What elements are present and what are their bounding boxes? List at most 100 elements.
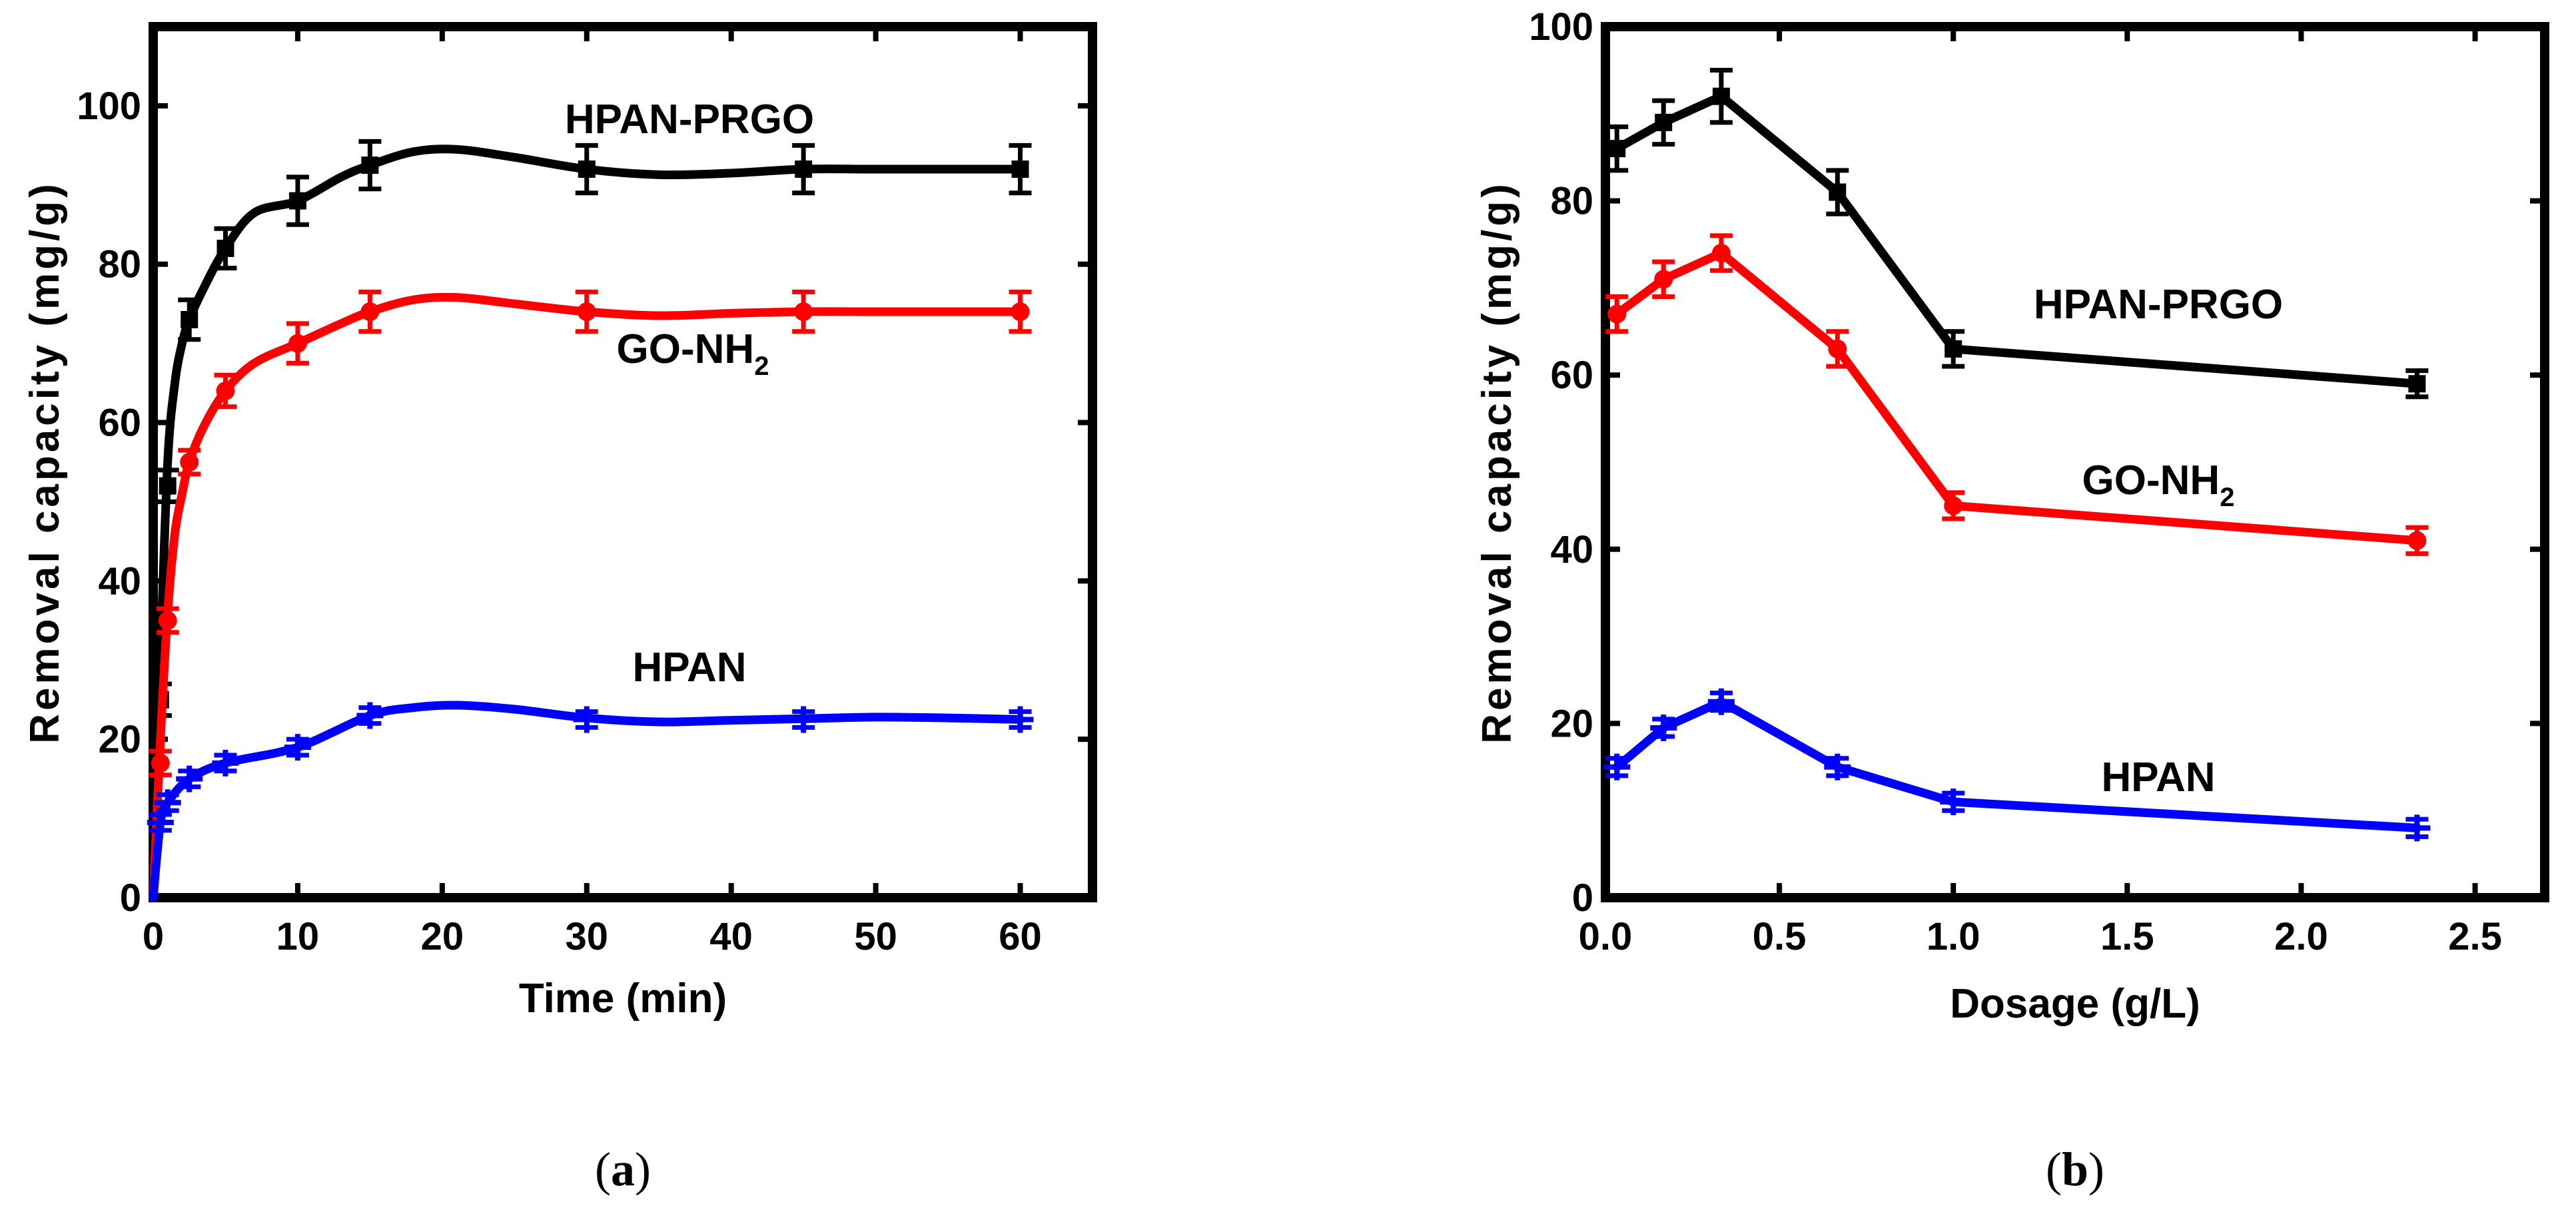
series-b-0 <box>1605 67 2429 400</box>
series-label-hpan-a: HPAN <box>632 645 746 691</box>
y-tick-label: 40 <box>1550 528 1593 571</box>
x-ticks-b: 0.0 0.5 1.0 1.5 2.0 2.5 <box>1579 27 2502 958</box>
square-marker <box>159 477 177 495</box>
square-marker <box>578 160 596 178</box>
data-point <box>1940 788 1967 816</box>
y-tick-label: 20 <box>98 718 141 761</box>
y-tick-label: 20 <box>1550 702 1593 745</box>
series-label-hpan-prgo-a: HPAN-PRGO <box>565 97 814 143</box>
series-group-b <box>1603 67 2431 842</box>
data-point <box>1652 98 1675 147</box>
circle-marker <box>1711 244 1731 263</box>
data-point <box>1824 753 1851 780</box>
square-marker <box>1944 340 1962 358</box>
x-tick-label: 20 <box>421 915 464 958</box>
circle-marker <box>288 334 307 353</box>
data-point <box>1009 143 1032 196</box>
data-point <box>358 139 382 192</box>
data-point <box>214 226 237 271</box>
square-marker <box>288 192 306 210</box>
y-axis-label-b: Removal capacity (mg/g) <box>1474 180 1520 743</box>
y-ticks-a: 0 20 40 60 80 100 <box>77 85 1092 920</box>
series-group-a <box>147 139 1034 902</box>
data-point <box>792 289 815 334</box>
series-a-1 <box>149 289 1032 902</box>
square-marker <box>1608 140 1626 158</box>
x-tick-label: 1.5 <box>2100 915 2154 958</box>
circle-marker <box>180 453 199 471</box>
data-point <box>1009 289 1032 334</box>
square-marker <box>1829 183 1847 201</box>
square-marker <box>1712 87 1730 105</box>
series-line <box>149 292 1025 902</box>
x-tick-label: 2.0 <box>2274 915 2328 958</box>
data-point <box>1652 259 1675 299</box>
circle-marker <box>2407 531 2427 550</box>
x-axis-label-b: Dosage (g/L) <box>1950 981 2200 1027</box>
circle-marker <box>158 611 177 630</box>
data-point <box>1605 294 1629 334</box>
x-tick-label: 2.5 <box>2448 915 2502 958</box>
circle-marker <box>151 753 170 772</box>
circle-marker <box>1944 496 1963 515</box>
series-line <box>1612 697 2421 832</box>
data-point <box>156 606 179 635</box>
data-point <box>1709 67 1733 125</box>
data-point <box>212 749 239 776</box>
caption-a: (a) <box>595 1143 651 1196</box>
data-point <box>573 706 600 733</box>
x-tick-label: 50 <box>854 915 897 958</box>
data-point <box>178 448 201 477</box>
x-axis-label-a: Time (min) <box>519 976 727 1022</box>
x-tick-label: 0 <box>143 915 164 958</box>
series-label-go-nh2-a: GO-NH2 <box>617 326 769 381</box>
square-marker <box>216 239 234 257</box>
plot-frame-a <box>149 22 1097 902</box>
series-line <box>149 145 1025 902</box>
plot-frame-b <box>1601 22 2549 902</box>
data-point <box>1942 490 1965 521</box>
data-point <box>2403 814 2431 842</box>
chart-a: 0 10 20 30 40 50 60 0 20 40 60 80 100 HPAN-PRGO GO-… <box>22 22 1097 1196</box>
y-tick-label: 100 <box>77 85 141 128</box>
data-point <box>284 734 311 761</box>
series-label-go-nh2-b: GO-NH2 <box>2082 457 2235 512</box>
data-point <box>286 321 309 366</box>
y-ticks-b: 0 20 40 60 80 100 <box>1529 5 2545 920</box>
y-tick-label: 40 <box>98 559 141 603</box>
x-tick-label: 60 <box>999 915 1042 958</box>
data-point <box>575 143 598 196</box>
circle-marker <box>360 302 380 322</box>
series-line <box>1612 92 2421 388</box>
circle-marker <box>216 381 235 400</box>
data-point <box>1650 714 1677 741</box>
data-point <box>156 467 179 504</box>
data-point <box>1603 753 1631 780</box>
y-tick-label: 60 <box>98 402 141 445</box>
data-point <box>1707 688 1735 715</box>
data-point <box>792 143 815 196</box>
y-tick-label: 60 <box>1550 354 1593 397</box>
data-point <box>286 174 309 227</box>
y-tick-label: 0 <box>1572 876 1593 920</box>
data-point <box>147 809 174 836</box>
series-b-2 <box>1603 688 2431 842</box>
square-marker <box>1011 160 1029 178</box>
x-tick-label: 10 <box>276 915 320 958</box>
data-point <box>149 749 172 778</box>
data-point <box>178 297 201 342</box>
caption-b: (b) <box>2046 1143 2104 1196</box>
data-point <box>1007 706 1034 733</box>
circle-marker <box>1011 302 1030 322</box>
square-marker <box>361 156 379 174</box>
series-label-hpan-b: HPAN <box>2101 755 2215 800</box>
x-tick-label: 0.5 <box>1753 915 1807 958</box>
y-tick-label: 80 <box>1550 180 1593 223</box>
series-line <box>1612 248 2421 545</box>
series-a-0 <box>149 139 1032 902</box>
square-marker <box>1655 113 1673 131</box>
data-point <box>1826 168 1849 216</box>
data-point <box>176 765 203 792</box>
data-point <box>2405 368 2429 400</box>
